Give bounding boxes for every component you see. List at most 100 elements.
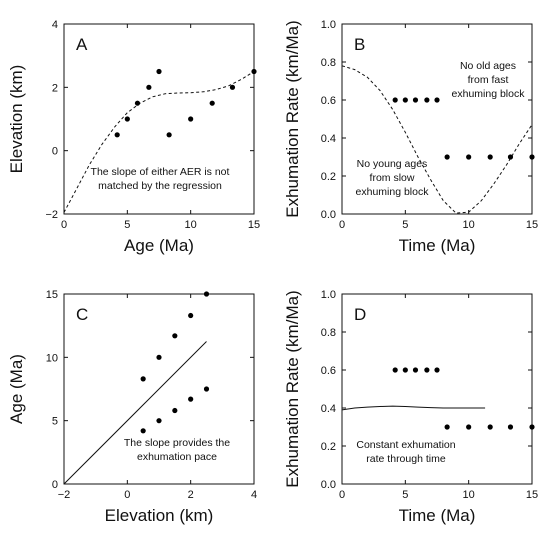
data-point	[466, 154, 472, 160]
y-tick-label: 0.8	[321, 57, 336, 69]
data-point	[444, 424, 450, 430]
data-point	[188, 396, 194, 402]
y-axis-label: Elevation (km)	[7, 65, 26, 174]
data-point	[203, 291, 210, 297]
annotation-text: The slope of either AER is not	[91, 166, 230, 178]
x-tick-label: 5	[402, 489, 408, 501]
x-tick-label: 4	[251, 489, 257, 501]
y-tick-label: −2	[45, 209, 58, 221]
data-point	[402, 367, 408, 373]
data-point	[146, 84, 152, 90]
data-point	[529, 154, 535, 160]
y-tick-label: 0.0	[321, 209, 336, 221]
plot-frame	[341, 23, 533, 215]
y-tick-label: 0	[52, 479, 58, 491]
x-tick-label: 0	[339, 489, 345, 501]
x-tick-label: 0	[339, 219, 345, 231]
x-tick-label: 0	[124, 489, 130, 501]
data-point	[203, 386, 210, 392]
panel-label: B	[354, 35, 365, 54]
data-point	[487, 424, 493, 430]
data-point	[172, 333, 178, 339]
data-point	[124, 116, 130, 122]
plot-frame	[63, 293, 255, 485]
x-tick-label: 15	[248, 219, 260, 231]
y-tick-label: 5	[52, 416, 58, 428]
data-point	[507, 424, 514, 430]
regression-line	[63, 341, 207, 485]
x-tick-label: 15	[526, 219, 538, 231]
annotation-text: Constant exhumation	[356, 439, 455, 451]
annotation-text: matched by the regression	[98, 180, 222, 192]
data-point	[229, 84, 236, 90]
data-point	[424, 97, 430, 103]
y-tick-label: 0	[52, 146, 58, 158]
annotation-text: No old ages	[460, 60, 516, 72]
y-tick-label: 0.8	[321, 327, 336, 339]
annotation-text: exhuming block	[452, 88, 526, 100]
data-point	[424, 367, 430, 373]
data-point	[434, 367, 440, 373]
data-point	[402, 97, 408, 103]
data-point	[209, 100, 215, 106]
y-tick-label: 15	[46, 289, 58, 301]
annotation-text: from slow	[370, 172, 415, 184]
data-point	[434, 97, 440, 103]
data-point	[251, 68, 257, 75]
data-point	[188, 312, 194, 319]
y-axis-label: Exhumation Rate (km/Ma)	[283, 20, 302, 217]
panel-label: C	[76, 305, 88, 324]
data-point	[392, 97, 398, 103]
data-point	[172, 407, 178, 414]
y-tick-label: 0.2	[321, 441, 336, 453]
plot-frame	[341, 293, 533, 485]
data-point	[166, 132, 172, 138]
annotation-text: exhumation pace	[137, 451, 217, 463]
x-tick-label: 10	[463, 219, 475, 231]
annotation-text: No young ages	[357, 158, 428, 170]
x-tick-label: 5	[402, 219, 408, 231]
x-tick-label: 10	[463, 489, 475, 501]
annotation-text: The slope provides the	[124, 437, 230, 449]
x-tick-label: 0	[61, 219, 67, 231]
plot-frame	[63, 23, 255, 215]
annotation-text: exhuming block	[356, 186, 430, 198]
y-tick-label: 2	[52, 82, 58, 94]
data-point	[392, 367, 398, 373]
data-point	[412, 97, 419, 103]
y-tick-label: 0.0	[321, 479, 336, 491]
y-tick-label: 4	[52, 19, 58, 31]
y-tick-label: 10	[46, 352, 58, 364]
data-point	[140, 428, 146, 434]
data-point	[507, 154, 514, 160]
data-point	[134, 100, 141, 106]
x-axis-label: Elevation (km)	[105, 506, 214, 525]
panel-d: 0 5 10 15 0.0 0.2 0.4 0.6 0.8 1.0 Time (Ma) Exhumat…	[283, 289, 538, 525]
x-axis-label: Time (Ma)	[399, 236, 476, 255]
data-point	[114, 132, 120, 138]
data-point	[444, 154, 450, 160]
annotation-text: rate through time	[366, 453, 446, 465]
curve-a	[63, 71, 255, 213]
panel-b: 0 5 10 15 0.0 0.2 0.4 0.6 0.8 1.0 Time (Ma) Exhumat…	[283, 19, 538, 255]
data-point	[156, 418, 162, 424]
y-tick-label: 0.4	[321, 133, 336, 145]
x-tick-label: 5	[124, 219, 130, 231]
data-point	[188, 116, 194, 122]
y-tick-label: 0.6	[321, 95, 336, 107]
panel-label: A	[76, 35, 88, 54]
y-tick-label: 0.6	[321, 365, 336, 377]
annotation-text: from fast	[468, 74, 509, 86]
data-point	[156, 68, 162, 75]
x-tick-label: −2	[58, 489, 71, 501]
data-point	[156, 354, 162, 360]
curve-d	[341, 405, 486, 411]
x-tick-label: 10	[185, 219, 197, 231]
y-axis-label: Exhumation Rate (km/Ma)	[283, 290, 302, 487]
data-point	[529, 424, 535, 430]
y-tick-label: 0.2	[321, 171, 336, 183]
y-tick-label: 1.0	[321, 19, 336, 31]
curve-b	[341, 65, 533, 214]
